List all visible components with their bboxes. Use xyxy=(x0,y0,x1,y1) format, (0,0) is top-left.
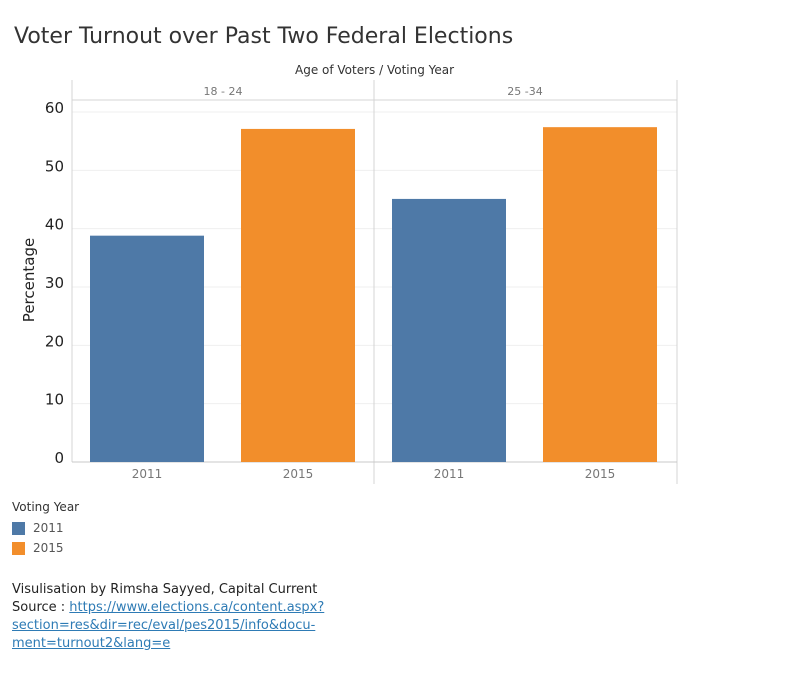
bars xyxy=(90,127,657,463)
legend-item-2015[interactable]: 2015 xyxy=(12,538,79,558)
bar-2015[interactable] xyxy=(543,127,657,463)
y-tick-label: 10 xyxy=(45,391,64,409)
x-tick-labels: 2011 2015 2011 2015 xyxy=(132,467,616,481)
source-prefix: Source : xyxy=(12,600,70,615)
y-tick-label: 0 xyxy=(54,449,64,467)
y-tick-label: 60 xyxy=(45,99,64,117)
panel-label: 25 -34 xyxy=(507,85,542,98)
legend-label: 2015 xyxy=(33,541,64,555)
source-link[interactable]: https://www.elections.ca/content.aspx?se… xyxy=(12,600,325,633)
legend-swatch-2015 xyxy=(12,541,25,555)
legend: Voting Year 2011 2015 xyxy=(12,500,79,558)
x-tick-label: 2015 xyxy=(585,467,616,481)
y-tick-label: 50 xyxy=(45,157,64,175)
y-tick-label: 40 xyxy=(45,216,64,234)
y-axis-label: Percentage xyxy=(20,238,38,322)
panel-labels: 18 - 24 25 -34 xyxy=(204,85,543,98)
panel-label: 18 - 24 xyxy=(204,85,243,98)
x-tick-label: 2015 xyxy=(283,467,314,481)
legend-item-2011[interactable]: 2011 xyxy=(12,518,79,538)
bar-2015[interactable] xyxy=(241,128,355,462)
credit: Visulisation by Rimsha Sayyed, Capital C… xyxy=(12,581,612,653)
source-link-continued[interactable]: ment=turnout2&lang=e xyxy=(12,636,171,651)
chart-title: Voter Turnout over Past Two Federal Elec… xyxy=(14,24,514,49)
x-tick-label: 2011 xyxy=(132,467,163,481)
legend-title: Voting Year xyxy=(12,500,80,514)
bar-2011[interactable] xyxy=(392,198,506,462)
y-tick-label: 20 xyxy=(45,332,64,350)
bar-2011[interactable] xyxy=(90,235,204,462)
header-title: Age of Voters / Voting Year xyxy=(295,63,455,77)
y-tick-label: 30 xyxy=(45,274,64,292)
legend-swatch-2011 xyxy=(12,521,25,535)
credit-line: Visulisation by Rimsha Sayyed, Capital C… xyxy=(12,582,318,597)
legend-label: 2011 xyxy=(33,521,64,535)
x-tick-label: 2011 xyxy=(434,467,465,481)
source-line: Source : https://www.elections.ca/conten… xyxy=(12,599,612,653)
y-tick-labels: 0 10 20 30 40 50 60 xyxy=(45,99,64,467)
